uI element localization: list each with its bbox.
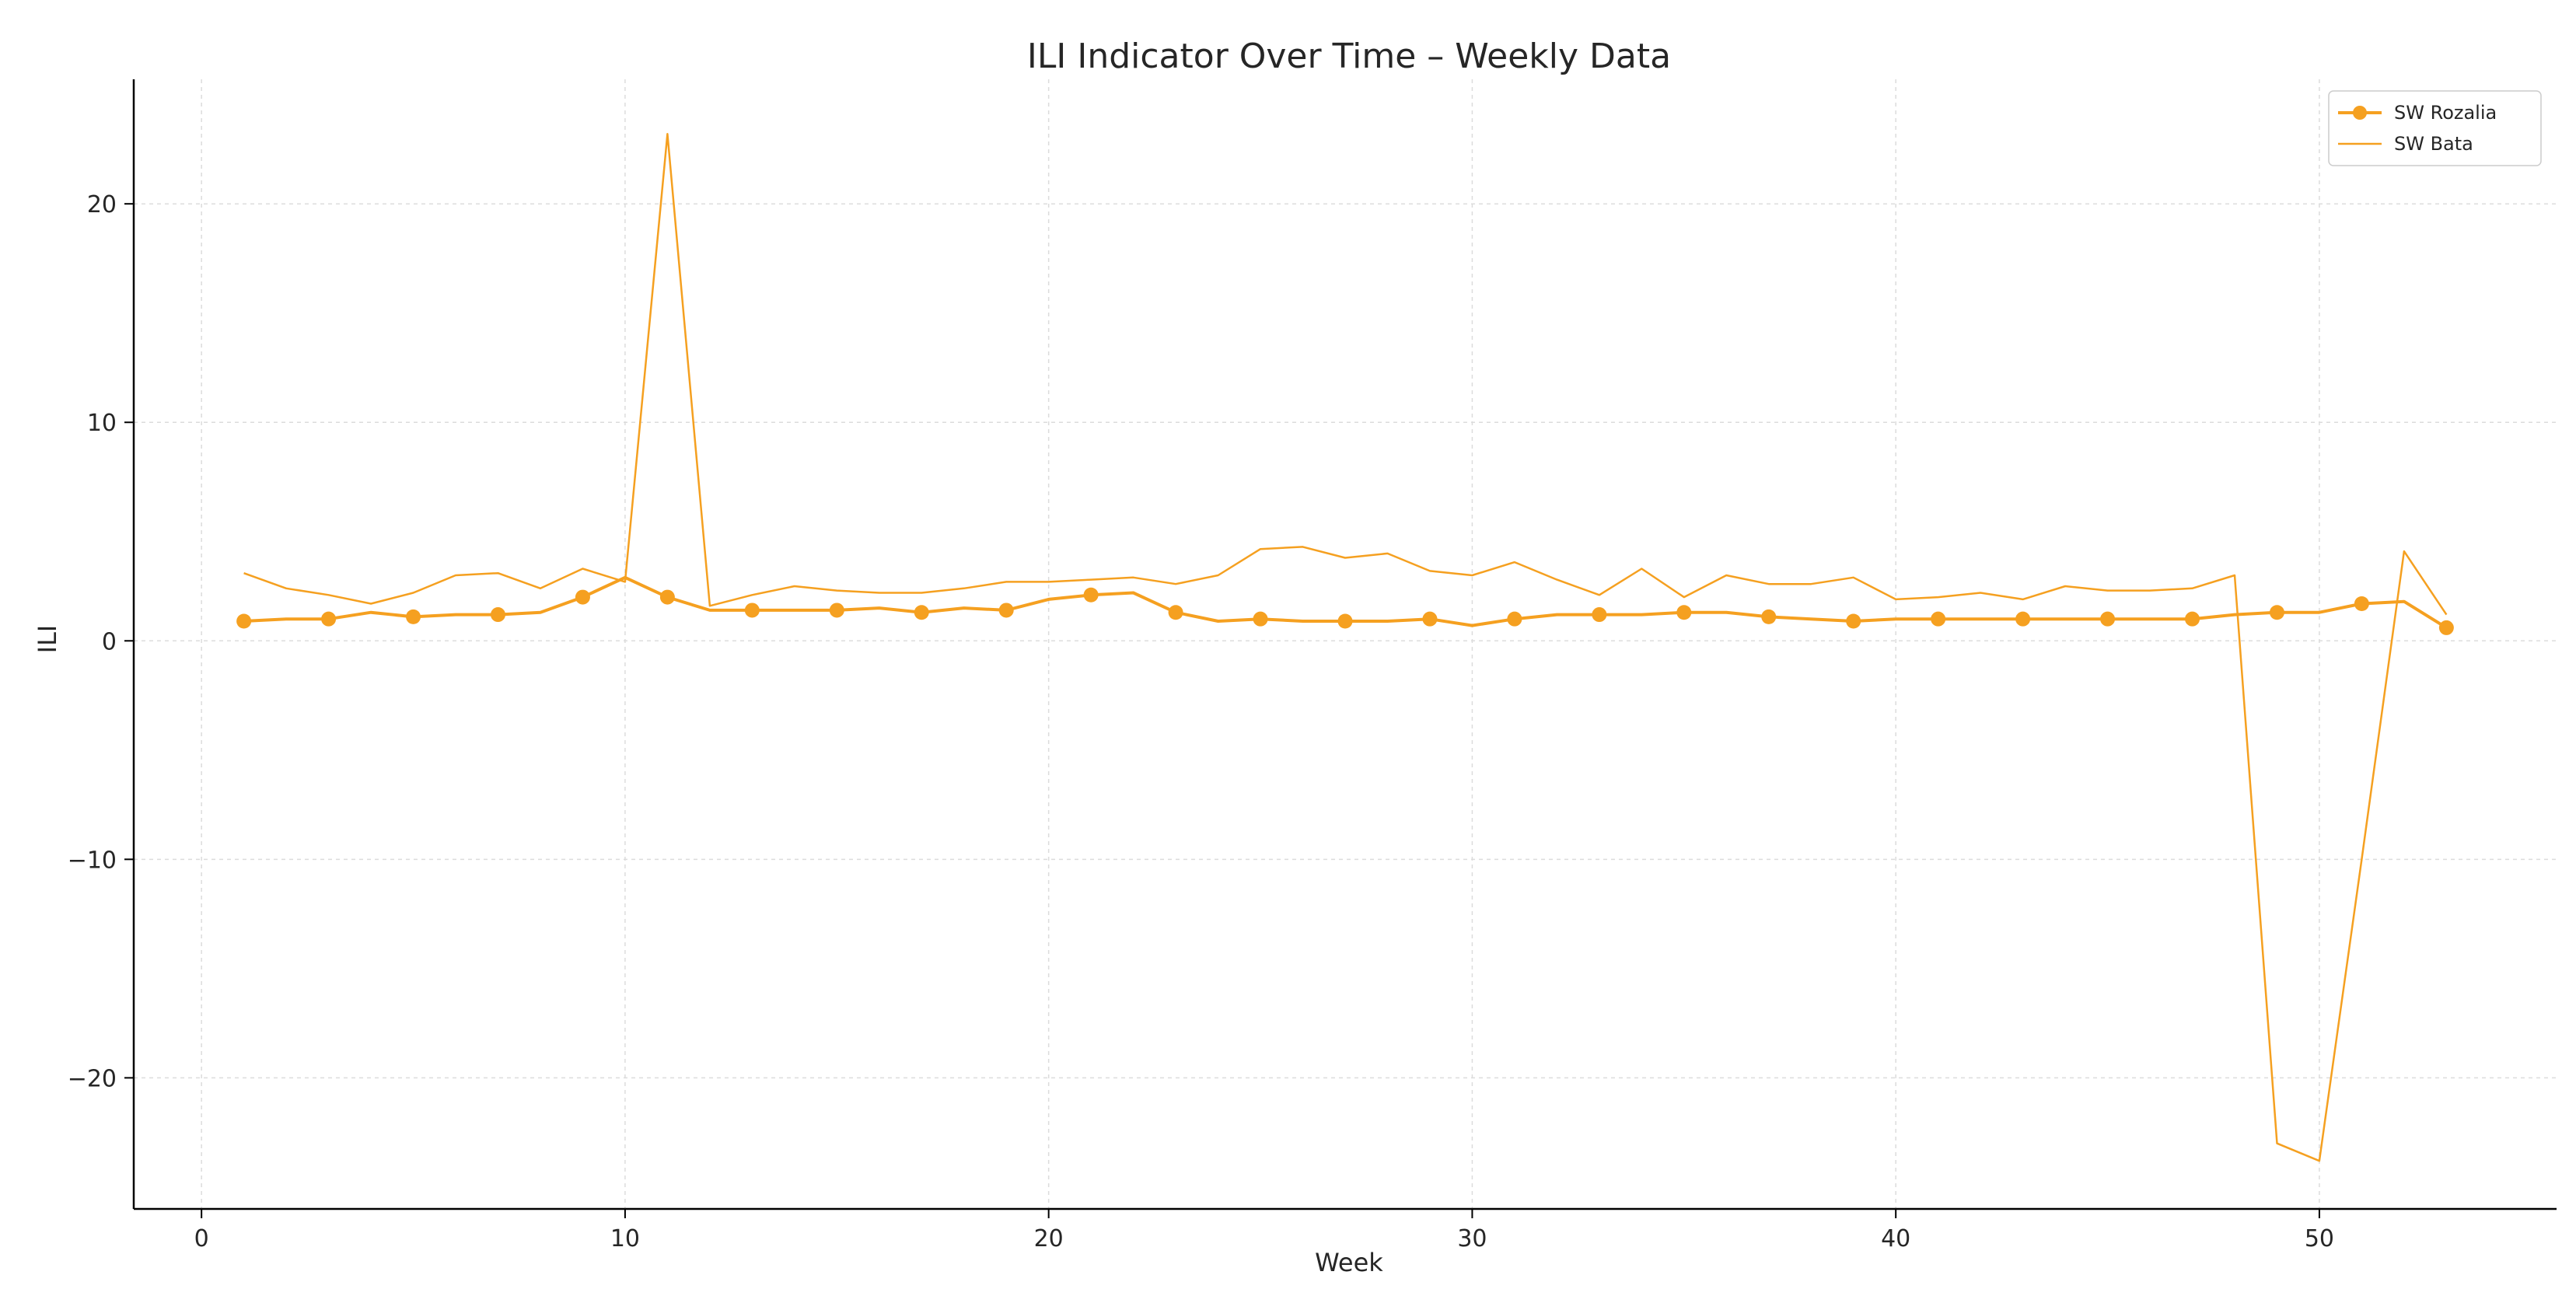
series-point [575,589,590,605]
series-point [236,613,252,629]
series-point [1676,605,1692,620]
x-axis-label: Week [1315,1248,1383,1277]
series-point [659,589,675,605]
series-point [406,609,421,624]
series-point [1168,605,1183,620]
series-point [321,611,337,627]
x-tick-label: 0 [194,1225,209,1252]
series-point [1253,611,1268,627]
series-point [1507,611,1522,627]
y-tick-label: 0 [102,628,117,655]
y-axis-label: ILI [33,625,62,654]
x-tick-label: 20 [1034,1225,1064,1252]
legend-box [2328,90,2542,166]
series-point [2100,611,2116,627]
y-tick-label: −20 [68,1065,117,1092]
series-point [2185,611,2200,627]
series-point [1592,607,1607,623]
chart-title: ILI Indicator Over Time – Weekly Data [1027,37,1671,76]
legend: SW Rozalia SW Bata [2328,90,2542,166]
x-tick-label: 50 [2305,1225,2334,1252]
grid [134,79,2557,1209]
ticks: 0 10 20 30 40 50 −20 −10 0 10 20 [68,191,2334,1252]
series-point [490,607,505,623]
x-tick-label: 40 [1881,1225,1910,1252]
y-tick-label: −10 [68,847,117,874]
series-point [2269,605,2284,620]
x-tick-label: 30 [1457,1225,1487,1252]
y-tick-label: 20 [87,191,117,218]
legend-label: SW Bata [2394,133,2473,155]
axes [132,79,2557,1210]
series-point [1931,611,1946,627]
series-line-2 [243,133,2448,1162]
series-point [914,605,929,620]
series-point [1337,613,1353,629]
series-point [2015,611,2031,627]
x-tick-label: 10 [610,1225,640,1252]
series-layer [236,133,2454,1162]
series-point [744,603,760,618]
series-point [1761,609,1777,624]
series-point [1083,587,1099,603]
series-point [998,603,1014,618]
series-point [1422,611,1438,627]
series-point [1846,613,1861,629]
series-point [829,603,844,618]
series-point [2354,596,2369,612]
series-point [2438,620,2454,635]
legend-swatch-marker [2353,106,2367,120]
y-tick-label: 10 [87,410,117,437]
legend-label: SW Rozalia [2394,102,2497,124]
